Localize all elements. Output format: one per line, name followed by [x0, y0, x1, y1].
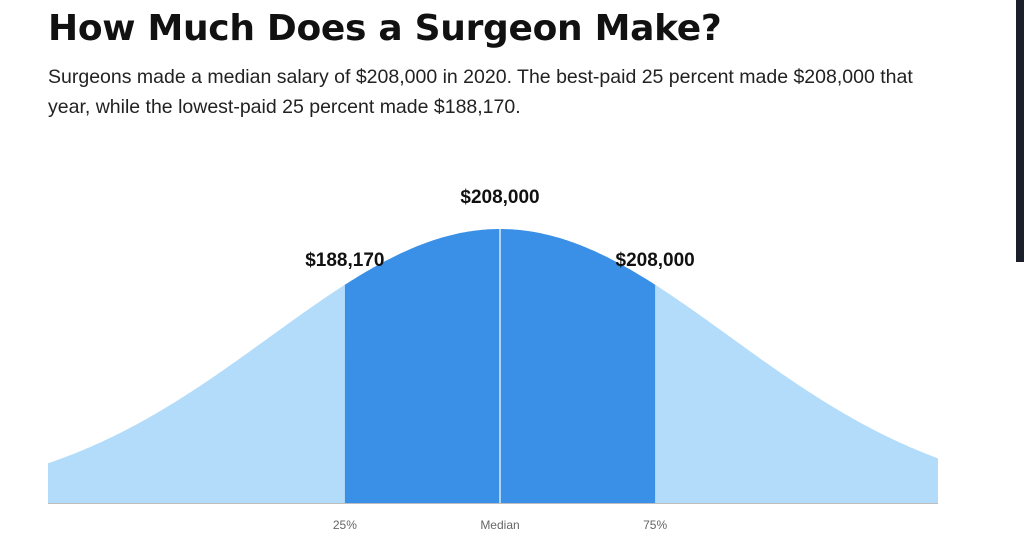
lower-tail-area [48, 284, 345, 503]
window-edge-strip [1016, 0, 1024, 262]
page-title: How Much Does a Surgeon Make? [48, 8, 722, 49]
percentile-markers-layer: $188,170 25% $208,000 Median $208,000 75% [305, 187, 695, 532]
q1-tick-label: 25% [333, 518, 357, 532]
q3-tick-label: 75% [643, 518, 667, 532]
median-tick-label: Median [480, 518, 519, 532]
q3-value-label: $208,000 [616, 250, 695, 271]
distribution-curve-layer [48, 229, 938, 504]
median-value-label: $208,000 [460, 187, 539, 208]
upper-tail-area [655, 284, 938, 503]
q1-value-label: $188,170 [305, 250, 384, 271]
page-subtitle: Surgeons made a median salary of $208,00… [48, 66, 913, 118]
